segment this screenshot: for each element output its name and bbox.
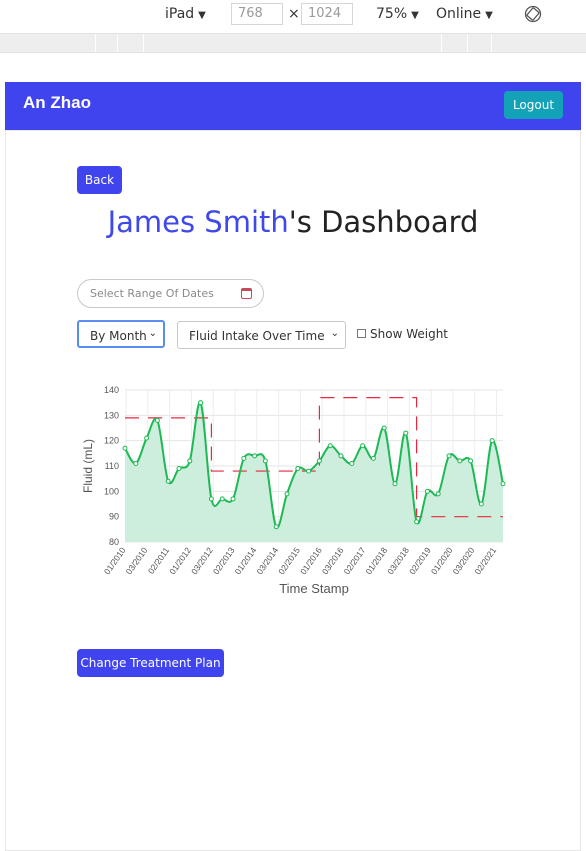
- data-point: [122, 445, 128, 451]
- data-point: [219, 496, 225, 502]
- patient-name[interactable]: James Smith: [107, 205, 289, 239]
- y-tick-label: 120: [104, 436, 119, 446]
- metric-select[interactable]: Fluid Intake Over Time ⌄: [177, 321, 346, 349]
- times-sign: ×: [288, 6, 300, 22]
- data-point: [349, 460, 355, 466]
- data-point: [489, 438, 495, 444]
- title-suffix: 's Dashboard: [288, 205, 479, 239]
- data-point: [306, 468, 312, 474]
- data-point: [446, 453, 452, 459]
- data-point: [208, 496, 214, 502]
- y-tick-label: 80: [109, 537, 119, 547]
- data-point: [230, 496, 236, 502]
- data-point: [414, 519, 420, 525]
- device-label: iPad: [165, 6, 195, 22]
- zoom-label: 75%: [376, 6, 408, 22]
- data-point: [252, 453, 258, 459]
- data-point: [176, 466, 182, 472]
- chevron-down-icon: ▼: [198, 10, 206, 21]
- data-point: [392, 481, 398, 487]
- y-tick-label: 100: [104, 486, 119, 496]
- data-point: [284, 491, 290, 497]
- date-range-placeholder: Select Range Of Dates: [90, 287, 214, 300]
- change-treatment-plan-button[interactable]: Change Treatment Plan: [77, 649, 224, 677]
- logout-button[interactable]: Logout: [504, 91, 563, 119]
- date-range-input[interactable]: Select Range Of Dates: [77, 279, 264, 308]
- page-title: James Smith's Dashboard: [0, 205, 586, 239]
- height-field[interactable]: 1024: [301, 3, 353, 25]
- chevron-down-icon: ▼: [411, 10, 419, 21]
- x-tick-label: 03/2010: [124, 545, 150, 576]
- data-point: [198, 400, 204, 406]
- data-point: [403, 430, 409, 436]
- data-point: [144, 435, 150, 441]
- media-query-bar: [0, 33, 586, 53]
- interval-select-value: By Month: [90, 329, 147, 343]
- network-select[interactable]: Online ▼: [436, 6, 493, 22]
- navbar: An Zhao Logout: [5, 82, 581, 130]
- data-point: [500, 481, 506, 487]
- y-tick-label: 90: [109, 512, 119, 522]
- data-point: [381, 425, 387, 431]
- network-label: Online: [436, 6, 482, 22]
- data-point: [360, 443, 366, 449]
- y-tick-label: 140: [104, 385, 119, 395]
- y-tick-label: 110: [105, 461, 119, 471]
- data-point: [468, 458, 474, 464]
- chevron-down-icon: ⌄: [148, 328, 157, 339]
- width-field[interactable]: 768: [231, 3, 283, 25]
- data-point: [241, 455, 247, 461]
- data-point: [478, 501, 484, 507]
- data-point: [424, 488, 430, 494]
- zoom-select[interactable]: 75% ▼: [376, 6, 419, 22]
- area-fill: [125, 402, 503, 542]
- target-line: [125, 397, 503, 518]
- metric-select-value: Fluid Intake Over Time: [189, 329, 325, 343]
- device-select[interactable]: iPad ▼: [165, 6, 206, 22]
- data-point: [262, 458, 268, 464]
- chevron-down-icon: ▼: [485, 10, 493, 21]
- data-point: [154, 417, 160, 423]
- data-point: [338, 453, 344, 459]
- calendar-icon[interactable]: [241, 288, 252, 299]
- back-button[interactable]: Back: [77, 166, 122, 194]
- interval-select[interactable]: By Month ⌄: [77, 320, 165, 348]
- data-point: [165, 478, 171, 484]
- data-point: [327, 443, 333, 449]
- y-axis-title: Fluid (mL): [81, 439, 95, 493]
- y-tick-label: 130: [104, 410, 119, 420]
- data-point: [370, 455, 376, 461]
- show-weight-checkbox[interactable]: [357, 329, 366, 338]
- data-point: [273, 524, 279, 530]
- devtools-toolbar: iPad ▼ 768 × 1024 75% ▼ Online ▼: [0, 0, 586, 32]
- data-point: [133, 460, 139, 466]
- chevron-down-icon: ⌄: [330, 328, 339, 339]
- fluid-intake-chart: 809010011012013014001/201003/201002/2011…: [81, 385, 506, 596]
- data-point: [316, 458, 322, 464]
- x-axis-title: Time Stamp: [279, 581, 349, 596]
- data-point: [187, 458, 193, 464]
- data-point: [457, 458, 463, 464]
- user-name: An Zhao: [23, 93, 91, 112]
- x-tick-label: 02/2021: [472, 545, 498, 576]
- data-point: [435, 491, 441, 497]
- rotate-icon[interactable]: [524, 5, 542, 27]
- show-weight-label: Show Weight: [370, 327, 448, 341]
- data-point: [295, 466, 301, 472]
